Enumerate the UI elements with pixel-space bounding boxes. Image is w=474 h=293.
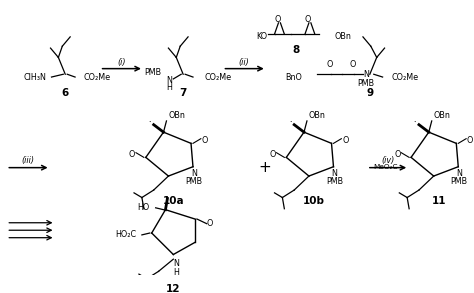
Text: 6: 6 [62,88,69,98]
Text: H: H [166,83,173,92]
Text: 9: 9 [366,88,374,98]
Text: HO₂C: HO₂C [115,230,136,239]
Text: O: O [201,136,208,145]
Text: (i): (i) [117,58,126,67]
Text: OBn: OBn [434,111,451,120]
Text: O: O [327,60,333,69]
Text: •: • [148,121,151,125]
Text: CO₂Me: CO₂Me [205,73,232,81]
Text: 10b: 10b [303,196,325,206]
Text: O: O [350,60,356,69]
Text: H: H [173,268,179,277]
Text: N: N [363,70,369,79]
Text: O: O [207,219,213,228]
Text: O: O [467,136,473,145]
Text: 11: 11 [431,196,446,206]
Text: MeO₂C: MeO₂C [373,164,397,170]
Text: PMB: PMB [357,79,374,88]
Text: O: O [274,15,281,24]
Text: ClH₃N: ClH₃N [24,73,46,81]
Text: 12: 12 [166,284,181,293]
Text: •: • [414,121,416,125]
Text: PMB: PMB [185,177,202,186]
Text: O: O [342,136,348,145]
Text: CO₂Me: CO₂Me [84,73,111,81]
Text: N: N [456,169,462,178]
Text: (ii): (ii) [239,58,249,67]
Text: OBn: OBn [309,111,326,120]
Text: N: N [331,169,337,178]
Text: BnO: BnO [285,73,302,81]
Text: •: • [289,121,292,125]
Text: N: N [191,169,197,178]
Text: N: N [173,259,179,268]
Text: O: O [129,150,135,159]
Text: O: O [305,15,311,24]
Text: O: O [269,150,276,159]
Text: PMB: PMB [326,177,343,186]
Text: 10a: 10a [163,196,184,206]
Text: N: N [166,76,173,85]
Text: PMB: PMB [451,177,468,186]
Text: +: + [258,160,271,175]
Text: OBn: OBn [168,111,185,120]
Text: O: O [394,150,401,159]
Text: OBn: OBn [335,33,351,41]
Text: KO: KO [256,33,268,41]
Text: CO₂Me: CO₂Me [392,73,419,81]
Text: (iv): (iv) [381,156,394,165]
Text: (iii): (iii) [21,156,35,165]
Text: PMB: PMB [145,68,162,77]
Text: HO: HO [137,203,150,212]
Text: 7: 7 [180,88,187,98]
Text: 8: 8 [292,45,300,55]
